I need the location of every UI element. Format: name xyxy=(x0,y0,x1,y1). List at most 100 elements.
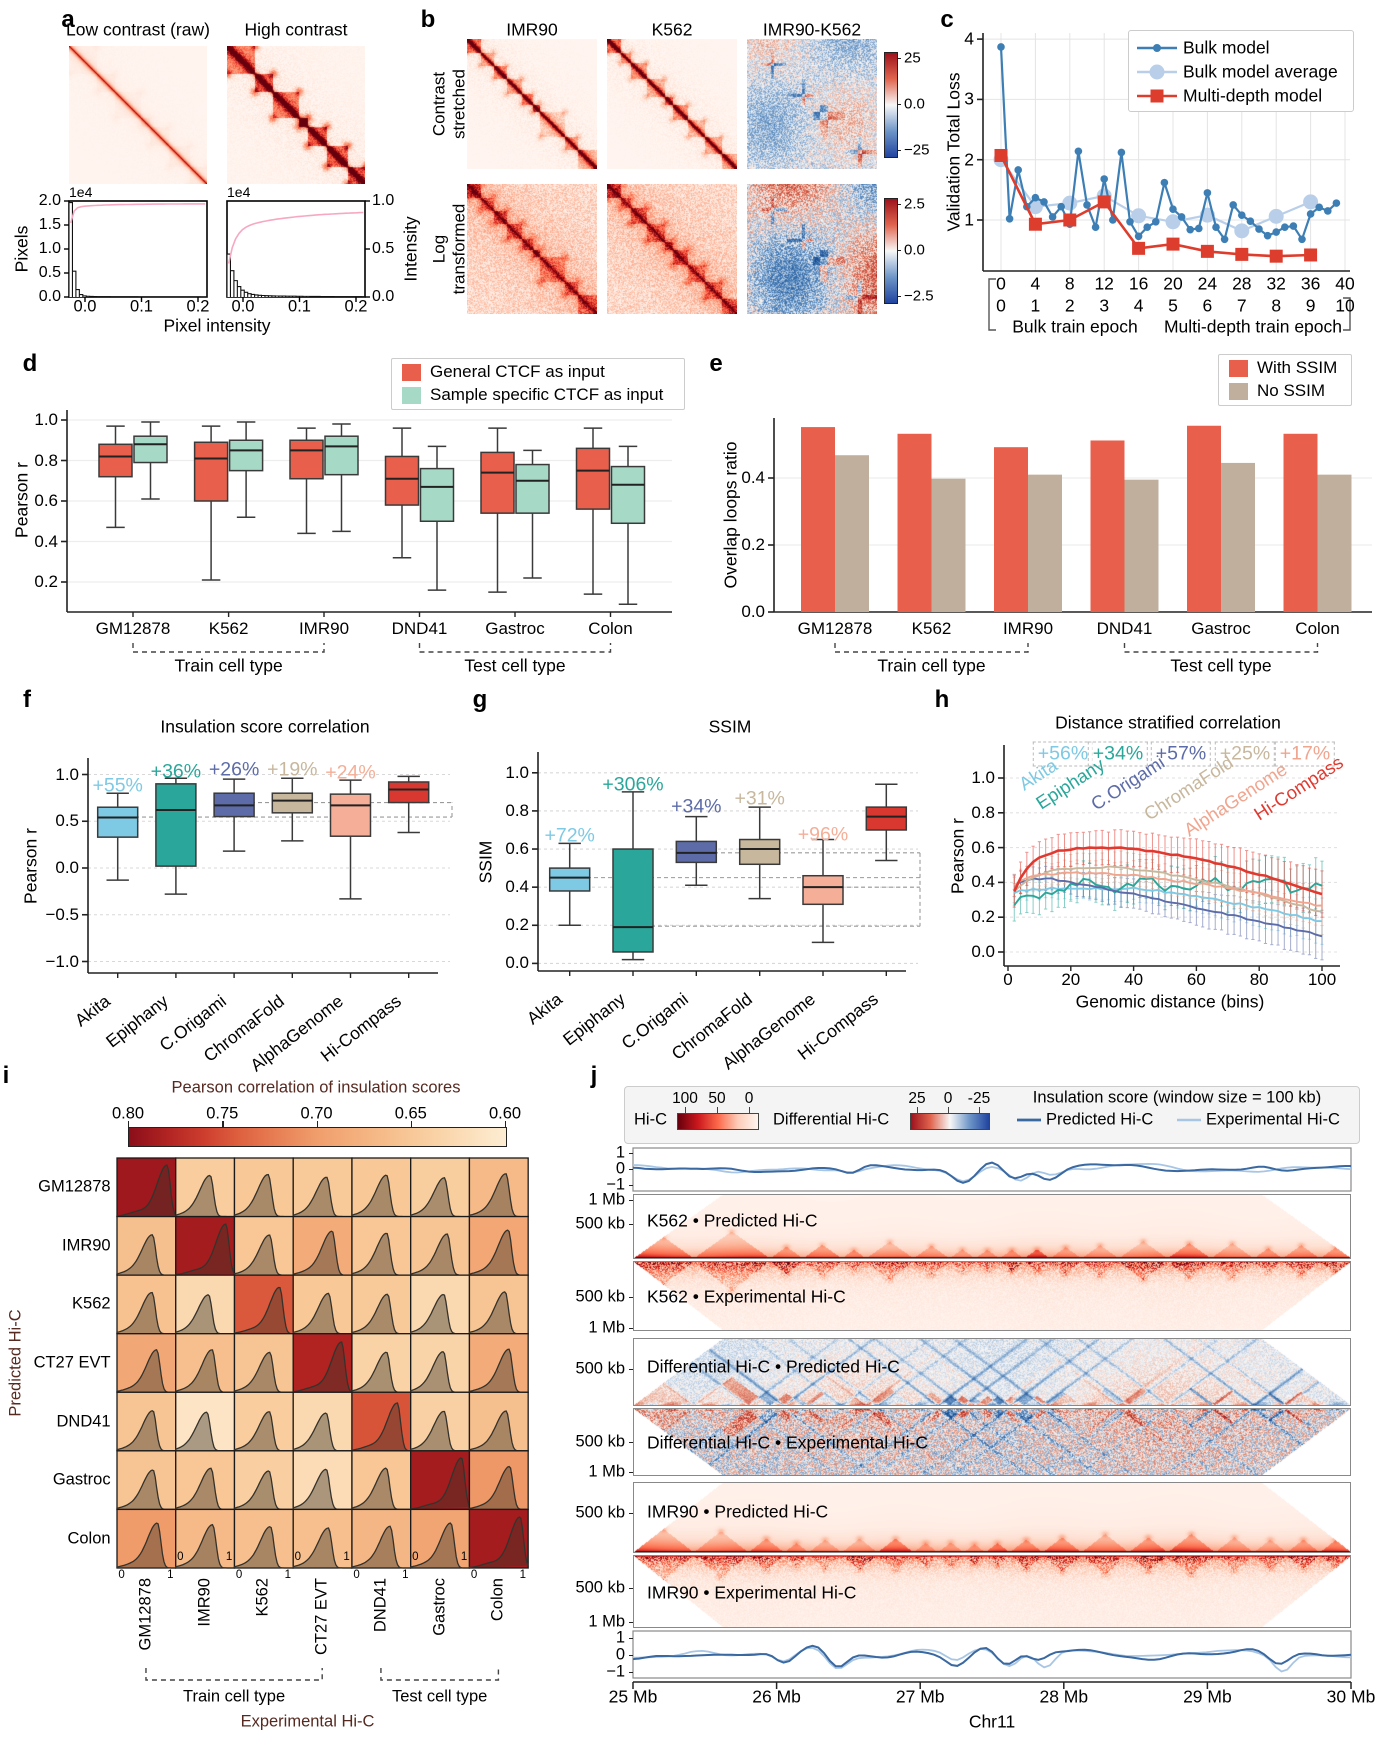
j-dist-tickmark xyxy=(629,1442,633,1444)
b-cbar2-tick: 0.0 xyxy=(904,241,925,259)
i-cell-IMR90-GM12878 xyxy=(115,1215,176,1276)
j-track-label-1: K562 • Experimental Hi-C xyxy=(647,1286,846,1307)
j-heatmap-track-3 xyxy=(633,1408,1351,1476)
i-cell-K562-CT27 EVT xyxy=(292,1274,353,1335)
i-cell-GM12878-Colon xyxy=(468,1157,529,1218)
e-bar-nossim-GM12878 xyxy=(835,455,869,612)
h-ytick: 1.0 xyxy=(971,768,995,787)
i-density-tick-0: 0 xyxy=(470,1569,478,1581)
e-bar-withssim-IMR90 xyxy=(994,447,1028,612)
c-xtick-multi: 5 xyxy=(1168,295,1178,316)
f-ytick: 1.0 xyxy=(55,764,79,784)
i-row-label-CT27 EVT: CT27 EVT xyxy=(33,1353,111,1372)
j-legend-diff-tickmark xyxy=(979,1107,981,1113)
d-box-teal-K562 xyxy=(228,421,264,518)
i-cell-CT27 EVT-Colon xyxy=(468,1333,529,1393)
d-brace-train xyxy=(132,643,325,653)
f-ytick: −0.5 xyxy=(45,904,79,924)
c-xtick-multi: 6 xyxy=(1202,295,1213,316)
panel-d-label: d xyxy=(22,350,38,377)
j-ins1-tickmark xyxy=(629,1169,633,1171)
j-heatmap-track-2-border xyxy=(633,1338,1351,1406)
j-legend-hic-tickmark xyxy=(749,1107,751,1113)
i-cell-GM12878-DND41 xyxy=(350,1157,411,1218)
f-plot xyxy=(82,758,453,978)
d-legend-label-0: General CTCF as input xyxy=(430,362,605,381)
a-ytick-left: 1.0 xyxy=(38,240,61,257)
j-ins2-ytick: 0 xyxy=(615,1645,625,1664)
h-plot xyxy=(998,745,1340,971)
g-ytick: 0.6 xyxy=(505,839,529,859)
j-heatmap-track-5-border xyxy=(633,1555,1351,1628)
j-dist-tick-label: 1 Mb xyxy=(588,1462,625,1481)
h-line-C.Origami xyxy=(1013,877,1323,938)
j-dist-tickmark xyxy=(629,1513,633,1515)
i-cell-IMR90-IMR90 xyxy=(174,1215,235,1276)
j-dist-tickmark xyxy=(629,1224,633,1226)
a-xtick: 0.2 xyxy=(186,297,210,316)
i-braces xyxy=(145,1668,500,1681)
e-bar-nossim-IMR90 xyxy=(1028,474,1062,612)
i-cell-GM12878-Gastroc xyxy=(409,1157,470,1218)
b-colorbar-stretched-tick xyxy=(897,104,901,106)
d-legend-label-1: Sample specific CTCF as input xyxy=(430,385,664,404)
e-plot xyxy=(768,418,1372,653)
i-row-axis-label: Predicted Hi-C xyxy=(6,1309,25,1417)
panel-a-label: a xyxy=(61,6,75,33)
j-legend-diff-tick: -25 xyxy=(967,1090,991,1107)
j-heatmap-track-1 xyxy=(633,1261,1351,1331)
h-annotation-C.Origami: +57% xyxy=(1150,741,1212,767)
e-bar-withssim-Gastroc xyxy=(1187,425,1221,612)
i-cell-CT27 EVT-Gastroc xyxy=(409,1333,470,1393)
j-legend-hic-label: Hi-C xyxy=(634,1110,667,1129)
h-title: Distance stratified correlation xyxy=(1055,712,1281,733)
i-colorbar-ticklabel: 0.80 xyxy=(111,1104,145,1123)
panel-f-label: f xyxy=(23,686,31,713)
e-legend-label-1: No SSIM xyxy=(1257,381,1326,400)
j-legend-hic-tick: 100 xyxy=(672,1090,698,1107)
i-colorbar-tick xyxy=(222,1121,224,1127)
g-box-Akita xyxy=(548,842,591,927)
c-xtick-bulk: 40 xyxy=(1335,273,1355,294)
i-cell-Gastroc-Colon xyxy=(468,1450,529,1511)
b-colorbar-log-tick xyxy=(897,250,901,252)
h-ytick: 0.8 xyxy=(971,802,995,822)
i-row-label-K562: K562 xyxy=(72,1294,111,1313)
i-density-tick-0: 0 xyxy=(412,1551,419,1563)
g-annotation: +72% xyxy=(544,824,595,847)
h-line-AlphaGenome xyxy=(1013,871,1323,907)
c-xtick-multi: 9 xyxy=(1305,295,1316,316)
g-box-Hi-Compass xyxy=(865,783,908,862)
e-bar-withssim-K562 xyxy=(897,433,932,612)
j-ins2-ytick: −1 xyxy=(606,1662,625,1681)
j-heatmap-track-1-border xyxy=(633,1261,1351,1331)
c-xtick-multi: 0 xyxy=(996,295,1006,316)
i-brace-train-label: Train cell type xyxy=(183,1687,286,1706)
c-xtick-bulk: 12 xyxy=(1094,273,1114,294)
f-box-Akita xyxy=(96,792,139,881)
b-col-title: IMR90-K562 xyxy=(762,19,862,40)
d-brace-train-label: Train cell type xyxy=(174,655,283,676)
c-legend-avg-label: Bulk model average xyxy=(1183,61,1338,82)
i-brace-train xyxy=(145,1668,323,1681)
i-cell-Colon-CT27 EVT xyxy=(292,1508,353,1569)
e-bar-nossim-DND41 xyxy=(1124,479,1159,612)
j-heatmap-track-2 xyxy=(633,1338,1351,1406)
i-row-label-Gastroc: Gastroc xyxy=(52,1470,111,1489)
f-ytick: 0.0 xyxy=(55,858,79,877)
h-xtick: 40 xyxy=(1124,970,1144,989)
f-box-ChromaFold xyxy=(271,777,314,842)
f-box-AlphaGenome xyxy=(329,779,372,900)
j-ins2-tickmark xyxy=(629,1672,633,1674)
i-cell-GM12878-GM12878 xyxy=(115,1157,176,1218)
d-box-teal-GM12878 xyxy=(133,421,168,500)
a-ytick-left: 0.5 xyxy=(38,264,61,281)
j-legend-lines xyxy=(1017,1118,1201,1122)
i-cell-IMR90-Gastroc xyxy=(409,1215,470,1276)
c-xlabel-bulk: Bulk train epoch xyxy=(1012,316,1138,337)
h-xtick: 20 xyxy=(1061,970,1081,989)
c-legend-multi-label: Multi-depth model xyxy=(1183,85,1323,106)
i-cell-K562-DND41 xyxy=(350,1274,411,1335)
i-colorbar-ticklabel: 0.65 xyxy=(394,1104,427,1123)
i-cell-K562-Colon xyxy=(468,1274,529,1335)
